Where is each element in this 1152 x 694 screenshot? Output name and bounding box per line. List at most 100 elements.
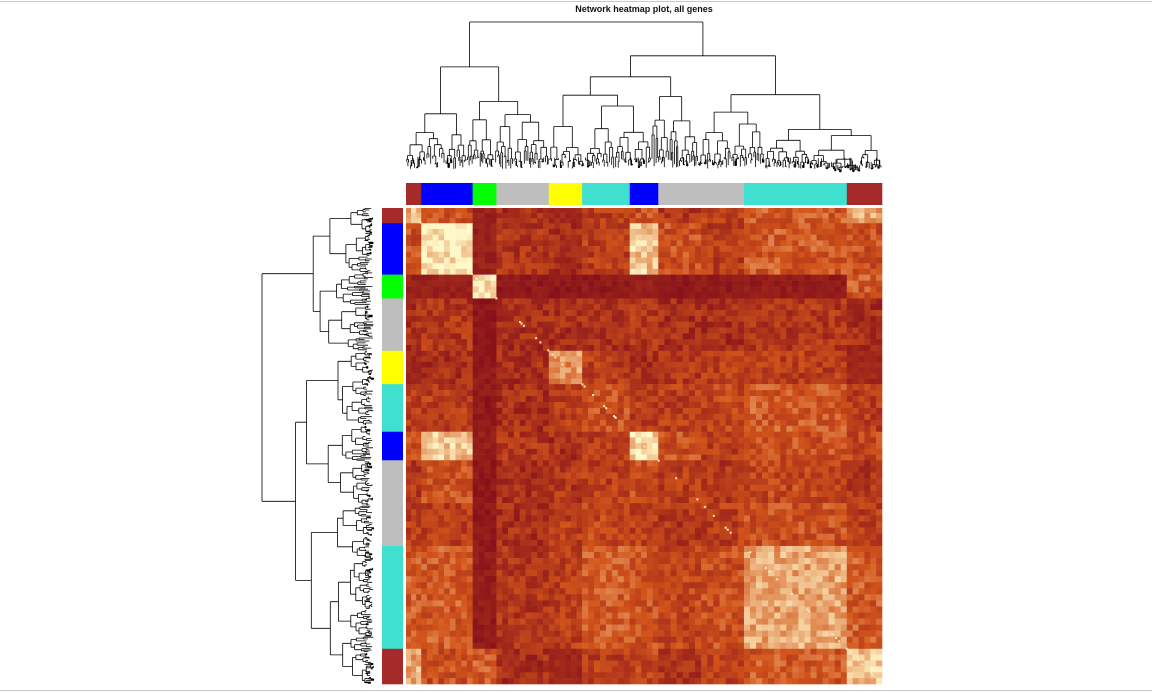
heatmap-cell [810,533,817,541]
heatmap-cell [646,286,653,293]
heatmap-cell [444,401,451,409]
heatmap-cell [525,344,532,352]
heatmap-cell [582,234,589,241]
heatmap-cell [876,390,883,397]
heatmap-cell [444,223,451,230]
heatmap-cell [725,373,733,379]
heatmap-cell [617,437,625,444]
heatmap-cell [444,251,451,258]
heatmap-cell [840,223,848,230]
heatmap-cell [768,407,775,415]
heatmap-cell [490,228,497,235]
heatmap-cell [576,472,583,479]
heatmap-cell [565,240,572,247]
heatmap-cell [792,373,799,379]
heatmap-cell [496,333,503,340]
heatmap-cell [484,361,491,368]
heatmap-cell [792,497,799,504]
heatmap-cell [641,286,648,293]
heatmap-cell [688,454,696,461]
heatmap-cell [792,515,799,522]
heatmap-cell [768,339,775,346]
heatmap-cell [502,310,509,317]
heatmap-cell [688,240,696,247]
heatmap-cell [438,437,445,444]
heatmap-cell [822,454,829,461]
heatmap-cell [519,533,526,541]
heatmap-cell [525,484,532,492]
heatmap-cell [676,298,684,305]
heatmap-cell [449,228,456,235]
heatmap-cell [432,618,439,625]
heatmap-cell [676,533,684,541]
heatmap-cell [490,472,497,479]
left-module-color-bar [382,208,403,685]
heatmap-cell [438,503,445,510]
heatmap-cell [792,208,799,214]
heatmap-cell [756,419,763,427]
heatmap-cell [513,437,521,444]
heatmap-cell [421,304,428,311]
heatmap-cell [554,263,561,270]
heatmap-cell [519,443,526,450]
heatmap-cell [695,384,702,391]
heatmap-cell [792,407,799,415]
heatmap-cell [559,246,566,253]
heatmap-cell [455,545,462,553]
heatmap-cell [629,298,636,305]
heatmap-cell [421,484,428,492]
heatmap-cell [605,390,613,397]
heatmap-cell [599,208,607,214]
heatmap-cell [432,251,439,258]
heatmap-cell [682,527,690,535]
heatmap-cell [870,533,877,541]
heatmap-cell [444,361,451,368]
heatmap-cell [858,321,865,328]
heatmap-cell [792,350,799,357]
heatmap-cell [695,304,702,311]
heatmap-cell [682,413,690,421]
heatmap-cell [513,246,521,253]
heatmap-cell [582,503,589,510]
heatmap-cell [432,558,439,565]
heatmap-cell [743,448,751,455]
heatmap-cell [455,570,462,577]
heatmap-cell [594,263,601,270]
heatmap-cell [611,448,619,455]
heatmap-cell [786,425,793,433]
heatmap-cell [565,339,572,346]
heatmap-cell [542,413,550,421]
heatmap-cell [605,361,613,368]
heatmap-cell [605,292,613,299]
heatmap-cell [444,292,451,299]
heatmap-cell [542,356,550,363]
heatmap-cell [513,367,521,374]
heatmap-cell [658,350,665,357]
heatmap-cell [713,213,720,219]
heatmap-cell [804,274,811,281]
heatmap-cell [731,321,739,328]
heatmap-cell [548,327,555,334]
heatmap-cell [594,257,601,264]
heatmap-cell [756,378,763,385]
heatmap-cell [695,263,702,270]
heatmap-cell [531,339,538,346]
heatmap-cell [438,321,445,328]
heatmap-cell [652,484,659,492]
heatmap-cell [876,274,883,281]
heatmap-cell [519,472,526,479]
heatmap-cell [852,298,859,305]
heatmap-cell [542,401,550,409]
heatmap-cell [519,361,526,368]
heatmap-cell [444,515,451,522]
heatmap-cell [688,257,696,264]
heatmap-cell [713,378,720,385]
heatmap-cell [750,228,757,235]
heatmap-cell [798,218,805,224]
heatmap-cell [786,298,793,305]
heatmap-cell [864,521,871,528]
heatmap-cell [774,401,781,409]
heatmap-cell [611,321,619,328]
heatmap-cell [623,292,631,299]
heatmap-cell [852,208,859,214]
